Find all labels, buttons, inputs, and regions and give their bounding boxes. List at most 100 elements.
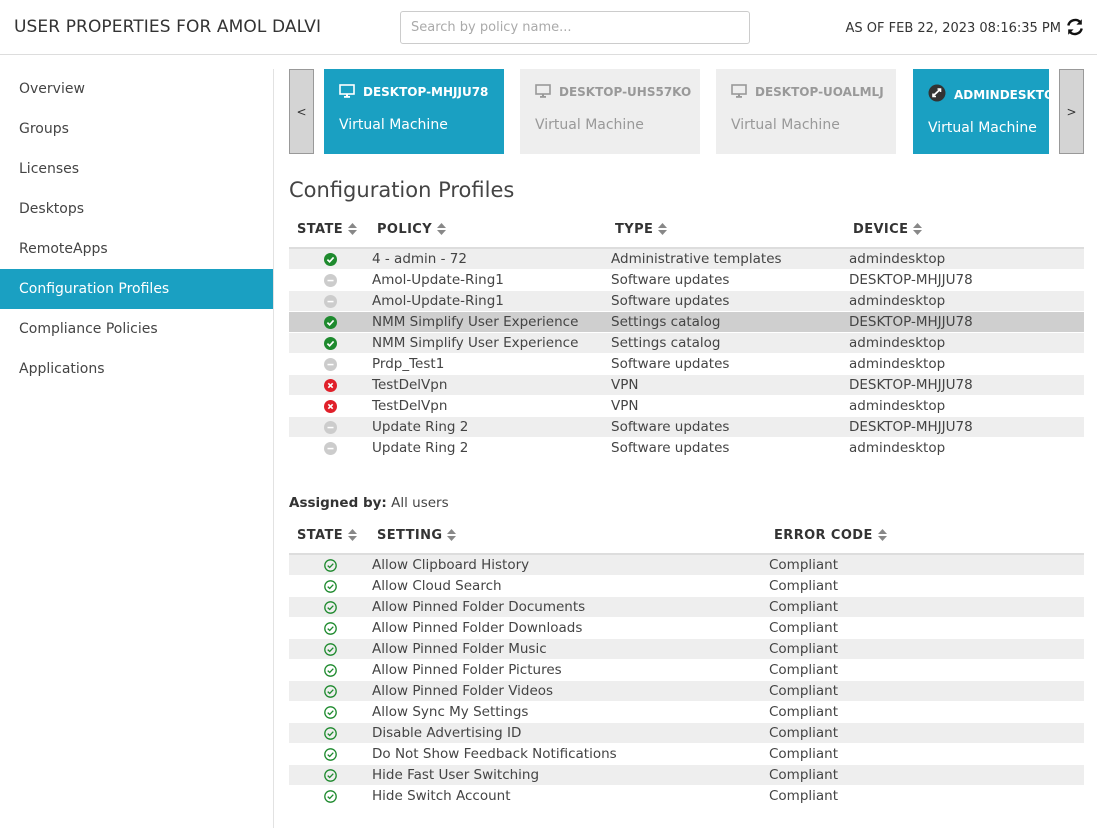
- sidebar-item-applications[interactable]: Applications: [19, 361, 105, 377]
- error-code-cell: Compliant: [769, 701, 1084, 723]
- table-row[interactable]: Update Ring 2 Software updates DESKTOP-MHJ…: [289, 416, 1084, 438]
- device-type: Virtual Machine: [535, 117, 644, 133]
- table-row[interactable]: Allow Pinned Folder Documents Compliant: [289, 596, 1084, 618]
- refresh-icon[interactable]: [1065, 17, 1085, 37]
- table-row[interactable]: TestDelVpn VPN DESKTOP-MHJJU78: [289, 374, 1084, 396]
- sidebar-item-overview[interactable]: Overview: [19, 81, 85, 97]
- sidebar-item-groups[interactable]: Groups: [19, 121, 69, 137]
- state-cell: [289, 437, 372, 459]
- state-cell: [289, 554, 372, 576]
- column-header-setting[interactable]: SETTING: [372, 517, 769, 555]
- column-header-type[interactable]: TYPE: [611, 211, 849, 249]
- setting-cell: Allow Sync My Settings: [372, 701, 769, 723]
- state-cell: [289, 269, 372, 291]
- sidebar-item-compliance-policies[interactable]: Compliance Policies: [19, 321, 158, 337]
- table-row[interactable]: Allow Sync My Settings Compliant: [289, 701, 1084, 723]
- policy-cell: Prdp_Test1: [372, 353, 611, 375]
- policy-cell: NMM Simplify User Experience: [372, 332, 611, 354]
- sidebar-item-configuration-profiles[interactable]: Configuration Profiles: [0, 269, 273, 309]
- compliant-check-icon: [324, 705, 337, 719]
- error-code-cell: Compliant: [769, 638, 1084, 660]
- table-row[interactable]: Allow Pinned Folder Videos Compliant: [289, 680, 1084, 702]
- policy-cell: TestDelVpn: [372, 395, 611, 417]
- table-row[interactable]: Allow Pinned Folder Music Compliant: [289, 638, 1084, 660]
- table-row[interactable]: NMM Simplify User Experience Settings cat…: [289, 332, 1084, 354]
- setting-cell: Allow Pinned Folder Music: [372, 638, 769, 660]
- table-row[interactable]: Hide Fast User Switching Compliant: [289, 764, 1084, 786]
- state-cell: [289, 722, 372, 744]
- type-cell: Software updates: [611, 269, 849, 291]
- success-check-icon: [324, 336, 337, 350]
- sort-icon[interactable]: [877, 529, 887, 541]
- state-cell: [289, 638, 372, 660]
- remote-desktop-icon: [928, 84, 946, 102]
- table-row[interactable]: Allow Pinned Folder Pictures Compliant: [289, 659, 1084, 681]
- table-row[interactable]: Do Not Show Feedback Notifications Compli…: [289, 743, 1084, 765]
- state-cell: [289, 764, 372, 786]
- device-cell: DESKTOP-MHJJU78: [849, 311, 1084, 333]
- device-card-admindesktop[interactable]: ADMINDESKTOP Virtual Machine: [913, 69, 1049, 154]
- table-row[interactable]: NMM Simplify User Experience Settings cat…: [289, 311, 1084, 333]
- device-card-desktop-uhs57ko[interactable]: DESKTOP-UHS57KO Virtual Machine: [520, 69, 700, 154]
- as-of-timestamp: AS OF FEB 22, 2023 08:16:35 PM: [845, 21, 1061, 36]
- page-header: USER PROPERTIES FOR AMOL DALVI AS OF FEB…: [0, 0, 1097, 55]
- column-header-state[interactable]: STATE: [289, 517, 372, 555]
- sidebar-item-remoteapps[interactable]: RemoteApps: [19, 241, 108, 257]
- state-cell: [289, 395, 372, 417]
- state-cell: [289, 743, 372, 765]
- column-header-error-code[interactable]: ERROR CODE: [769, 517, 1084, 555]
- table-row[interactable]: Disable Advertising ID Compliant: [289, 722, 1084, 744]
- sidebar-nav: Overview Groups Licenses Desktops Remote…: [0, 69, 273, 389]
- sort-icon[interactable]: [913, 223, 923, 235]
- table-row[interactable]: Allow Pinned Folder Downloads Compliant: [289, 617, 1084, 639]
- device-cell: admindesktop: [849, 437, 1084, 459]
- column-header-policy[interactable]: POLICY: [372, 211, 611, 249]
- compliant-check-icon: [324, 768, 337, 782]
- type-cell: Software updates: [611, 437, 849, 459]
- sort-icon[interactable]: [447, 529, 457, 541]
- table-row[interactable]: TestDelVpn VPN admindesktop: [289, 395, 1084, 417]
- table-row[interactable]: Allow Clipboard History Compliant: [289, 554, 1084, 576]
- table-row[interactable]: Amol-Update-Ring1 Software updates DESKTOP…: [289, 269, 1084, 291]
- assigned-by: Assigned by: All users: [289, 495, 449, 511]
- sort-icon[interactable]: [437, 223, 447, 235]
- type-cell: VPN: [611, 395, 849, 417]
- sort-icon[interactable]: [658, 223, 668, 235]
- table-row[interactable]: 4 - admin - 72 Administrative templates ad…: [289, 248, 1084, 270]
- carousel-prev-button[interactable]: <: [289, 69, 314, 154]
- error-code-cell: Compliant: [769, 575, 1084, 597]
- error-code-cell: Compliant: [769, 764, 1084, 786]
- sort-icon[interactable]: [348, 223, 358, 235]
- device-name: DESKTOP-MHJJU78: [363, 85, 489, 99]
- error-x-icon: [324, 378, 337, 392]
- policy-search-input[interactable]: [400, 11, 750, 44]
- device-cell: DESKTOP-MHJJU78: [849, 374, 1084, 396]
- table-row[interactable]: Amol-Update-Ring1 Software updates adminde…: [289, 290, 1084, 312]
- sidebar-item-desktops[interactable]: Desktops: [19, 201, 85, 217]
- table-row[interactable]: Update Ring 2 Software updates admindeskto…: [289, 437, 1084, 459]
- table-row[interactable]: Prdp_Test1 Software updates admindesktop: [289, 353, 1084, 375]
- success-check-icon: [324, 315, 337, 329]
- success-check-icon: [324, 252, 337, 266]
- device-name: DESKTOP-UHS57KO: [559, 85, 692, 99]
- device-type: Virtual Machine: [339, 117, 448, 133]
- sort-icon[interactable]: [348, 529, 358, 541]
- device-cell: admindesktop: [849, 332, 1084, 354]
- state-cell: [289, 659, 372, 681]
- error-code-cell: Compliant: [769, 785, 1084, 807]
- state-cell: [289, 353, 372, 375]
- policy-cell: Update Ring 2: [372, 416, 611, 438]
- table-row[interactable]: Allow Cloud Search Compliant: [289, 575, 1084, 597]
- compliant-check-icon: [324, 684, 337, 698]
- carousel-next-button[interactable]: >: [1059, 69, 1084, 154]
- column-header-state[interactable]: STATE: [289, 211, 372, 249]
- state-cell: [289, 416, 372, 438]
- column-header-device[interactable]: DEVICE: [849, 211, 1084, 249]
- neutral-dash-icon: [324, 420, 337, 434]
- device-card-desktop-uoalmlj[interactable]: DESKTOP-UOALMLJ Virtual Machine: [716, 69, 896, 154]
- compliant-check-icon: [324, 642, 337, 656]
- device-card-desktop-mhjju78[interactable]: DESKTOP-MHJJU78 Virtual Machine: [324, 69, 504, 154]
- sidebar-item-licenses[interactable]: Licenses: [19, 161, 80, 177]
- state-cell: [289, 311, 372, 333]
- table-row[interactable]: Hide Switch Account Compliant: [289, 785, 1084, 807]
